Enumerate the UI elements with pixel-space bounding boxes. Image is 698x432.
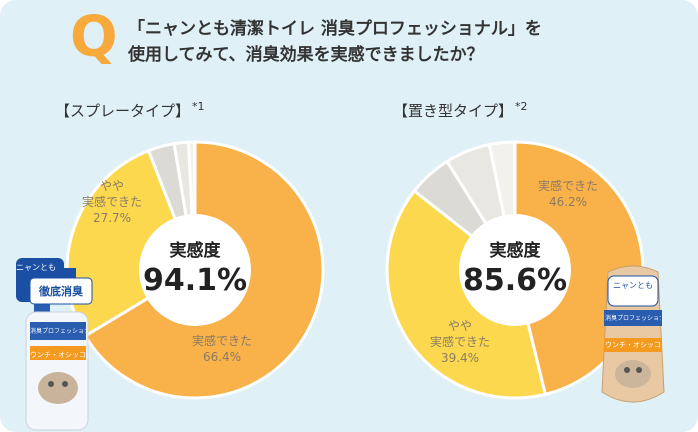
placed-label-2: ウンチ・オシッコ [605, 341, 661, 349]
chart-1-center [139, 214, 251, 326]
spray-label-2: ウンチ・オシッコ [30, 351, 86, 359]
question-text: 「ニャンとも清潔トイレ 消臭プロフェッショナル」を 使用してみて、消臭効果を実感… [128, 16, 542, 68]
placed-container-image [601, 265, 665, 403]
chart-1-slice-1-label: 実感できた 66.4% [192, 333, 252, 364]
placed-label-1: 消臭プロフェッショナル [605, 315, 661, 322]
question-line-2: 使用してみて、消臭効果を実感できましたか？ [128, 45, 484, 65]
spray-brand: ニャンとも [16, 263, 56, 272]
placed-brand: ニャンとも [613, 281, 653, 290]
chart-2-title: 【置き型タイプ】 [393, 102, 514, 120]
chart-2-center-label: 実感度 [490, 240, 542, 261]
q-mark-icon: Q [70, 5, 118, 70]
chart-2-slice-1-label: 実感できた 46.2% [538, 178, 598, 209]
chart-1-note: *1 [192, 100, 205, 113]
chart-2-note: *2 [515, 100, 528, 113]
chart-1-center-value: 94.1% [143, 263, 247, 298]
chart-1-slice-2-label: やや実感できた 27.7% [82, 179, 142, 225]
chart-2-slice-2-label: やや実感できた 39.4% [430, 319, 490, 365]
chart-1-center-label: 実感度 [170, 240, 222, 261]
chart-2-center [459, 214, 571, 326]
chart-2-subtitle: 【置き型タイプ】 *2 [393, 100, 528, 121]
question-line-1: 「ニャンとも清潔トイレ 消臭プロフェッショナル」を [128, 19, 542, 39]
spray-badge: 徹底消臭 [39, 285, 83, 298]
chart-2-center-value: 85.6% [463, 263, 567, 298]
chart-1-subtitle: 【スプレータイプ】 *1 [55, 100, 205, 121]
spray-bottle-image [16, 258, 93, 431]
chart-1-title: 【スプレータイプ】 [55, 102, 191, 120]
spray-label-1: 消臭プロフェッショナル [30, 328, 86, 335]
